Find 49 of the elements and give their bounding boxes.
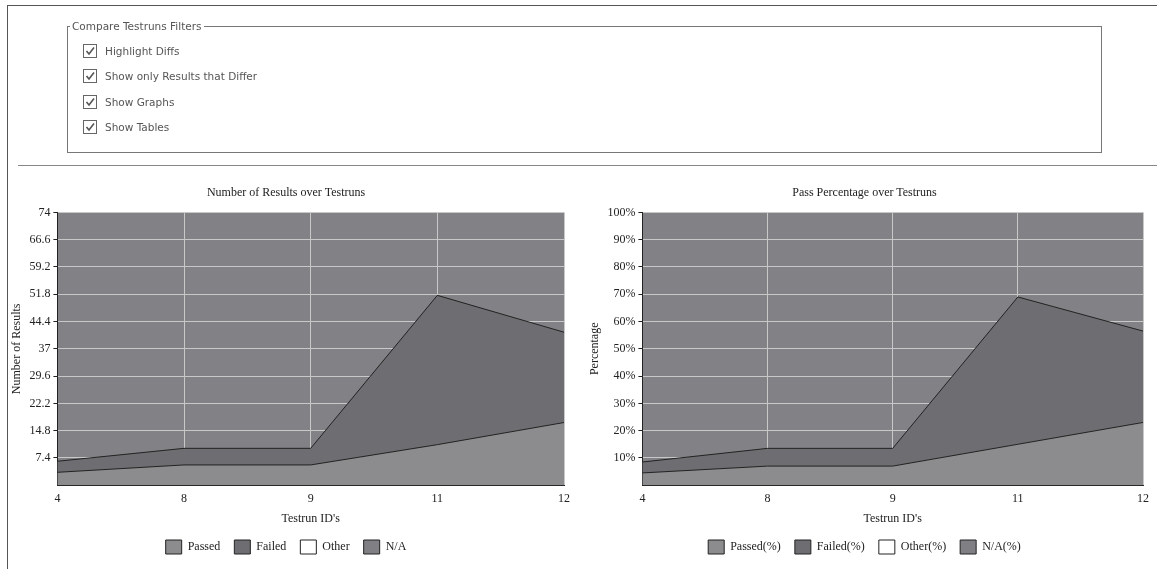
x-axis-title: Testrun ID's xyxy=(281,510,341,525)
legend-label: Passed xyxy=(187,539,221,554)
x-tick-label: 12 xyxy=(1137,490,1149,505)
y-tick-label: 30% xyxy=(613,395,636,410)
legend-label: N/A xyxy=(385,539,407,554)
text: Show Graphs xyxy=(105,95,175,108)
x-tick-label: 8 xyxy=(764,490,771,505)
y-tick-label: 7.4 xyxy=(35,450,51,465)
y-tick-label: 37 xyxy=(38,340,51,355)
y-tick-label: 66.6 xyxy=(29,231,51,246)
legend-label: Failed xyxy=(256,539,287,554)
y-tick-label: 10% xyxy=(613,450,636,465)
y-tick-label: 44.4 xyxy=(29,313,51,328)
y-tick-label: 51.8 xyxy=(29,286,51,301)
legend-label: Passed(%) xyxy=(730,539,781,554)
text: Highlight Diffs xyxy=(105,44,180,57)
x-tick-label: 9 xyxy=(889,490,896,505)
text: Compare Testruns Filters xyxy=(71,20,203,32)
y-tick-label: 74 xyxy=(38,204,51,219)
x-tick-label: 8 xyxy=(181,490,188,505)
text: Show only Results that Differ xyxy=(105,70,258,83)
legend-label: Failed(%) xyxy=(816,539,865,554)
y-tick-label: 100% xyxy=(607,204,636,219)
x-axis-title: Testrun ID's xyxy=(863,510,923,525)
y-tick-label: 70% xyxy=(613,286,636,301)
x-tick-label: 11 xyxy=(431,490,444,505)
y-tick-label: 29.6 xyxy=(29,368,51,383)
legend-label: Other xyxy=(322,539,350,554)
y-tick-label: 90% xyxy=(613,231,636,246)
x-tick-label: 9 xyxy=(307,490,314,505)
y-tick-label: 59.2 xyxy=(29,259,51,274)
x-tick-label: 4 xyxy=(639,490,646,505)
text: Show Tables xyxy=(105,121,170,134)
legend-label: N/A(%) xyxy=(982,539,1021,554)
x-tick-label: 4 xyxy=(54,490,61,505)
y-tick-label: 50% xyxy=(613,340,636,355)
y-tick-label: 20% xyxy=(613,422,636,437)
y-axis-title: Percentage xyxy=(587,322,602,376)
y-tick-label: 40% xyxy=(613,368,636,383)
y-tick-label: 14.8 xyxy=(29,422,51,437)
y-tick-label: 80% xyxy=(613,259,636,274)
chart-title: Pass Percentage over Testruns xyxy=(792,185,938,200)
legend-label: Other(%) xyxy=(900,539,947,554)
x-tick-label: 12 xyxy=(558,490,570,505)
y-tick-label: 22.2 xyxy=(29,395,51,410)
chart-title: Number of Results over Testruns xyxy=(206,185,366,200)
y-axis-title: Number of Results xyxy=(9,303,24,395)
x-tick-label: 11 xyxy=(1012,490,1024,505)
y-tick-label: 60% xyxy=(613,313,636,328)
